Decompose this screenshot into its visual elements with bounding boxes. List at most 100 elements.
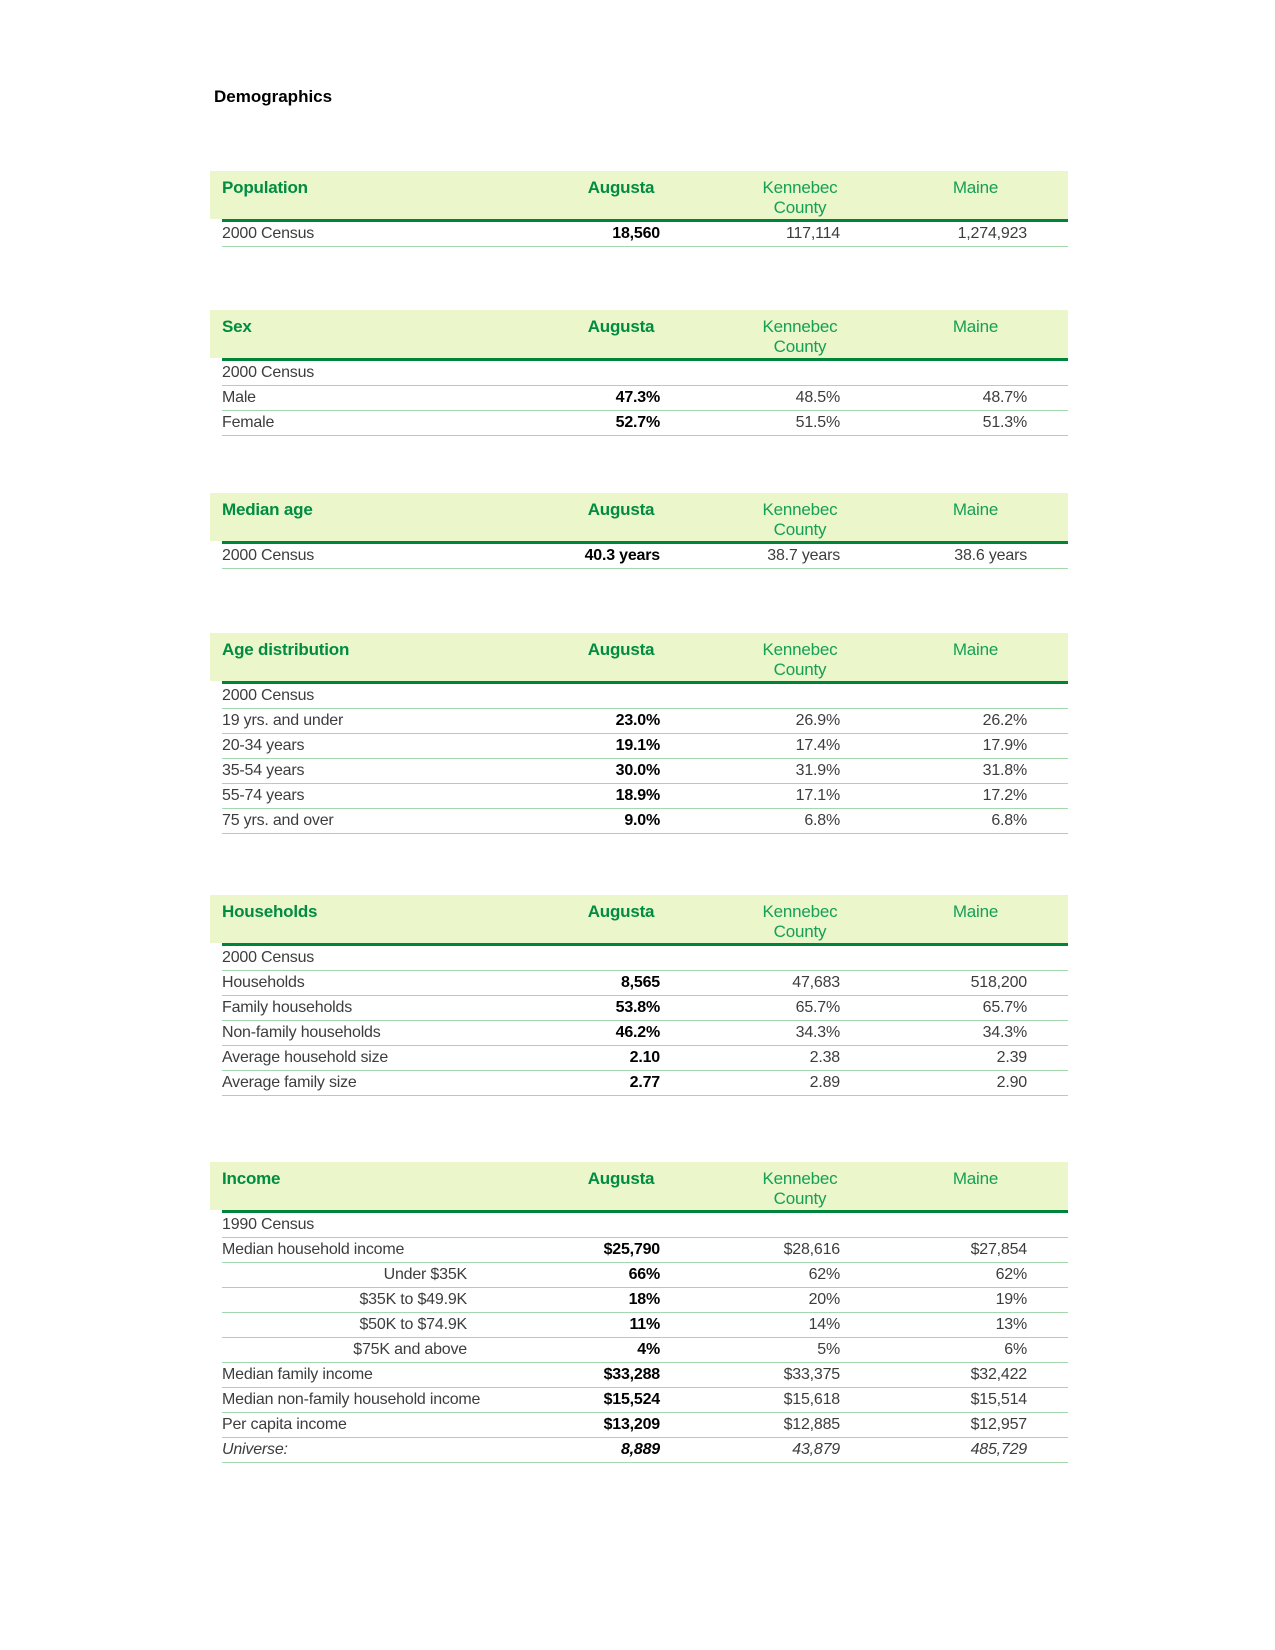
maine-value: 26.2% — [982, 712, 1028, 729]
header-rule — [222, 541, 1068, 544]
county-value: 2.89 — [809, 1074, 841, 1091]
augusta-value: 66% — [628, 1266, 661, 1283]
column-header-kennebec-county: Kennebec County — [762, 317, 838, 356]
population-table: Population Augusta Kennebec County Maine… — [210, 171, 1068, 247]
column-header-maine: Maine — [952, 1169, 999, 1188]
county-value — [660, 684, 840, 708]
column-header-maine: Maine — [952, 640, 999, 659]
row-label: $35K to $49.9K — [359, 1291, 467, 1308]
income-table: Income Augusta Kennebec County Maine 199… — [210, 1162, 1068, 1463]
table-row: Median non-family household income $15,5… — [222, 1388, 1068, 1413]
page-title: Demographics — [214, 87, 333, 106]
column-header-maine: Maine — [952, 902, 999, 921]
table-row: 1990 Census — [222, 1213, 1068, 1238]
table-row: Median household income $25,790 $28,616 … — [222, 1238, 1068, 1263]
county-value: 62% — [808, 1266, 841, 1283]
maine-value: 518,200 — [970, 974, 1028, 991]
augusta-value: $13,209 — [603, 1416, 661, 1433]
maine-value: $12,957 — [970, 1416, 1028, 1433]
document-page: Demographics Population Augusta Kennebec… — [210, 87, 1068, 1463]
table-row: Average family size 2.77 2.89 2.90 — [222, 1071, 1068, 1096]
county-value — [660, 1213, 840, 1237]
table-row: Female 52.7% 51.5% 51.3% — [222, 411, 1068, 436]
median-age-table: Median age Augusta Kennebec County Maine… — [210, 493, 1068, 569]
row-label: $50K to $74.9K — [359, 1316, 467, 1333]
header-rule — [222, 1210, 1068, 1213]
augusta-value: 2.10 — [629, 1049, 661, 1066]
county-value: 26.9% — [795, 712, 841, 729]
row-label: Households — [222, 974, 305, 991]
county-value: 51.5% — [795, 414, 841, 431]
augusta-value: 18,560 — [612, 225, 660, 242]
row-label: Average household size — [222, 1049, 389, 1066]
augusta-value: 18.9% — [615, 787, 661, 804]
maine-value — [840, 361, 1027, 385]
row-label: 20-34 years — [222, 737, 305, 754]
table-title: Age distribution — [222, 640, 350, 659]
table-title: Sex — [222, 317, 252, 336]
table-title: Households — [222, 902, 318, 921]
county-value: 47,683 — [792, 974, 840, 991]
table-row: Male 47.3% 48.5% 48.7% — [222, 386, 1068, 411]
row-label: 2000 Census — [222, 687, 315, 704]
maine-value: 2.39 — [996, 1049, 1028, 1066]
maine-value: 17.9% — [982, 737, 1028, 754]
column-header-kennebec-county: Kennebec County — [762, 1169, 838, 1208]
maine-value: 485,729 — [970, 1441, 1028, 1458]
income-table-header: Income Augusta Kennebec County Maine — [210, 1162, 1068, 1210]
sex-table: Sex Augusta Kennebec County Maine 2000 C… — [210, 310, 1068, 436]
maine-value: $27,854 — [970, 1241, 1028, 1258]
county-value: 6.8% — [804, 812, 840, 829]
maine-value: 62% — [995, 1266, 1028, 1283]
maine-value: 6% — [1004, 1341, 1027, 1358]
county-value: 117,114 — [785, 225, 840, 242]
maine-value — [840, 1213, 1027, 1237]
row-label: 55-74 years — [222, 787, 305, 804]
maine-value: 48.7% — [982, 389, 1028, 406]
table-row: $50K to $74.9K 11% 14% 13% — [222, 1313, 1068, 1338]
table-row: 35-54 years 30.0% 31.9% 31.8% — [222, 759, 1068, 784]
maine-value: 38.6 years — [954, 547, 1027, 564]
maine-value: 34.3% — [982, 1024, 1028, 1041]
header-rule — [222, 943, 1068, 946]
row-label: 35-54 years — [222, 762, 305, 779]
county-value: 2.38 — [809, 1049, 841, 1066]
column-header-kennebec-county: Kennebec County — [762, 640, 838, 679]
augusta-value: 46.2% — [615, 1024, 661, 1041]
column-header-maine: Maine — [952, 178, 999, 197]
table-row: $35K to $49.9K 18% 20% 19% — [222, 1288, 1068, 1313]
county-value: $33,375 — [783, 1366, 841, 1383]
header-rule — [222, 681, 1068, 684]
maine-value: 19% — [995, 1291, 1028, 1308]
table-row: $75K and above 4% 5% 6% — [222, 1338, 1068, 1363]
row-label: Family households — [222, 999, 352, 1016]
column-header-augusta: Augusta — [587, 317, 655, 336]
augusta-value: 30.0% — [615, 762, 661, 779]
row-label: Median household income — [222, 1241, 405, 1258]
households-table-header: Households Augusta Kennebec County Maine — [210, 895, 1068, 943]
maine-value: 1,274,923 — [957, 225, 1028, 242]
table-row: Households 8,565 47,683 518,200 — [222, 971, 1068, 996]
county-value: 14% — [808, 1316, 841, 1333]
county-value — [660, 946, 840, 970]
augusta-value: 8,565 — [620, 974, 660, 991]
table-title: Median age — [222, 500, 313, 519]
county-value: $12,885 — [783, 1416, 841, 1433]
county-value: 34.3% — [795, 1024, 841, 1041]
header-rule — [222, 219, 1068, 222]
table-row: 2000 Census — [222, 361, 1068, 386]
row-label: Under $35K — [383, 1266, 468, 1283]
augusta-value: 4% — [637, 1341, 660, 1358]
augusta-value: 18% — [628, 1291, 661, 1308]
maine-value: 17.2% — [982, 787, 1028, 804]
row-label: 2000 Census — [222, 225, 315, 242]
county-value: $15,618 — [783, 1391, 841, 1408]
augusta-value: 9.0% — [624, 812, 660, 829]
maine-value — [840, 684, 1027, 708]
maine-value: $32,422 — [970, 1366, 1028, 1383]
augusta-value: 11% — [629, 1316, 660, 1333]
maine-value: 65.7% — [982, 999, 1028, 1016]
maine-value: 2.90 — [996, 1074, 1028, 1091]
table-title: Population — [222, 178, 308, 197]
median-age-table-header: Median age Augusta Kennebec County Maine — [210, 493, 1068, 541]
